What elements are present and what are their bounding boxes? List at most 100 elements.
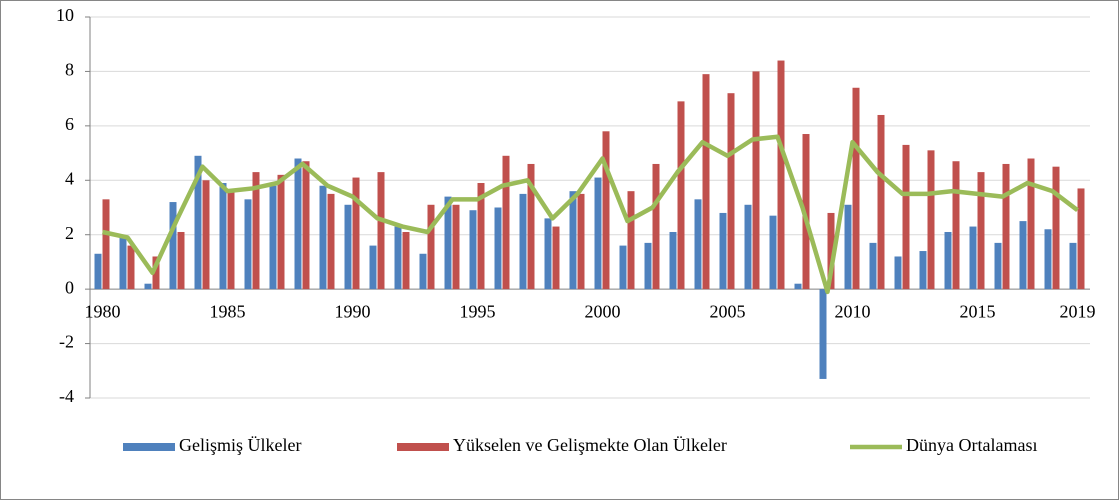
bar bbox=[277, 174, 285, 290]
x-tick-label: 2005 bbox=[710, 301, 746, 321]
bar bbox=[294, 158, 302, 290]
bar bbox=[327, 193, 335, 290]
bar bbox=[519, 193, 527, 290]
bar bbox=[302, 161, 310, 290]
x-tick-label: 1985 bbox=[210, 301, 246, 321]
bar bbox=[544, 218, 552, 290]
bar bbox=[902, 144, 910, 290]
bar bbox=[677, 101, 685, 290]
x-tick-label: 1990 bbox=[335, 301, 371, 321]
bar bbox=[527, 163, 535, 290]
bar bbox=[344, 204, 352, 290]
bar bbox=[352, 177, 360, 290]
legend-label: Yükselen ve Gelişmekte Olan Ülkeler bbox=[453, 435, 727, 455]
bar bbox=[402, 231, 410, 290]
bar bbox=[477, 183, 485, 290]
bar bbox=[977, 172, 985, 290]
bar bbox=[552, 226, 560, 290]
bar bbox=[719, 212, 727, 290]
bar bbox=[894, 256, 902, 290]
bar bbox=[269, 185, 277, 290]
bar bbox=[727, 93, 735, 290]
bar bbox=[752, 71, 760, 290]
bar bbox=[852, 87, 860, 290]
bar bbox=[1002, 163, 1010, 290]
x-tick-label: 2015 bbox=[960, 301, 996, 321]
y-tick-label: -2 bbox=[59, 332, 74, 352]
y-tick-label: 8 bbox=[65, 60, 74, 80]
legend-label: Dünya Ortalaması bbox=[906, 435, 1037, 455]
y-tick-label: 2 bbox=[65, 223, 74, 243]
bar bbox=[952, 161, 960, 290]
bar bbox=[702, 74, 710, 290]
bar bbox=[869, 242, 877, 290]
bar bbox=[594, 177, 602, 290]
bar bbox=[694, 199, 702, 290]
bar bbox=[494, 207, 502, 290]
bar bbox=[577, 193, 585, 290]
x-tick-label: 1980 bbox=[85, 301, 121, 321]
y-tick-label: -4 bbox=[59, 386, 74, 406]
bar bbox=[844, 204, 852, 290]
bar bbox=[777, 60, 785, 290]
bar bbox=[377, 172, 385, 290]
bar bbox=[994, 242, 1002, 290]
bar bbox=[452, 204, 460, 290]
x-tick-label: 2000 bbox=[585, 301, 621, 321]
bar bbox=[152, 256, 160, 290]
bar bbox=[927, 150, 935, 290]
bar bbox=[1019, 221, 1027, 290]
bar bbox=[602, 131, 610, 290]
y-tick-label: 4 bbox=[65, 168, 74, 188]
bar bbox=[827, 212, 835, 290]
bar bbox=[944, 231, 952, 290]
bar bbox=[877, 114, 885, 290]
bar bbox=[394, 226, 402, 290]
bar bbox=[769, 215, 777, 290]
bar bbox=[744, 204, 752, 290]
bar bbox=[219, 183, 227, 290]
bar bbox=[194, 155, 202, 290]
legend-label: Gelişmiş Ülkeler bbox=[179, 435, 301, 455]
x-tick-label: 1995 bbox=[460, 301, 496, 321]
bar bbox=[169, 202, 177, 290]
bar bbox=[252, 172, 260, 290]
x-tick-label: 2019 bbox=[1060, 301, 1096, 321]
bar bbox=[102, 199, 110, 290]
bar bbox=[427, 204, 435, 290]
bar bbox=[919, 251, 927, 290]
bar bbox=[202, 180, 210, 290]
bar bbox=[119, 237, 127, 290]
bar bbox=[1069, 242, 1077, 290]
bar bbox=[227, 191, 235, 290]
bar bbox=[94, 253, 102, 290]
bar bbox=[177, 231, 185, 290]
bar bbox=[627, 191, 635, 290]
bar bbox=[419, 253, 427, 290]
bar bbox=[619, 245, 627, 290]
bar bbox=[1027, 158, 1035, 290]
bar bbox=[469, 210, 477, 290]
bar bbox=[1044, 229, 1052, 290]
legend-swatch bbox=[397, 443, 449, 451]
bar bbox=[244, 199, 252, 290]
bar bbox=[444, 196, 452, 290]
bar bbox=[794, 283, 802, 290]
bar bbox=[969, 226, 977, 290]
bar bbox=[144, 283, 152, 290]
x-tick-label: 2010 bbox=[835, 301, 871, 321]
bar bbox=[652, 163, 660, 290]
bar bbox=[319, 185, 327, 290]
bar bbox=[1052, 166, 1060, 290]
line bbox=[102, 134, 1079, 295]
y-tick-label: 0 bbox=[65, 277, 74, 297]
bar bbox=[127, 245, 135, 290]
bar bbox=[1077, 188, 1085, 290]
legend-swatch bbox=[123, 443, 175, 451]
bar bbox=[502, 155, 510, 290]
bar bbox=[819, 289, 827, 379]
y-tick-label: 10 bbox=[56, 5, 74, 25]
bar bbox=[569, 191, 577, 290]
y-tick-label: 6 bbox=[65, 114, 74, 134]
